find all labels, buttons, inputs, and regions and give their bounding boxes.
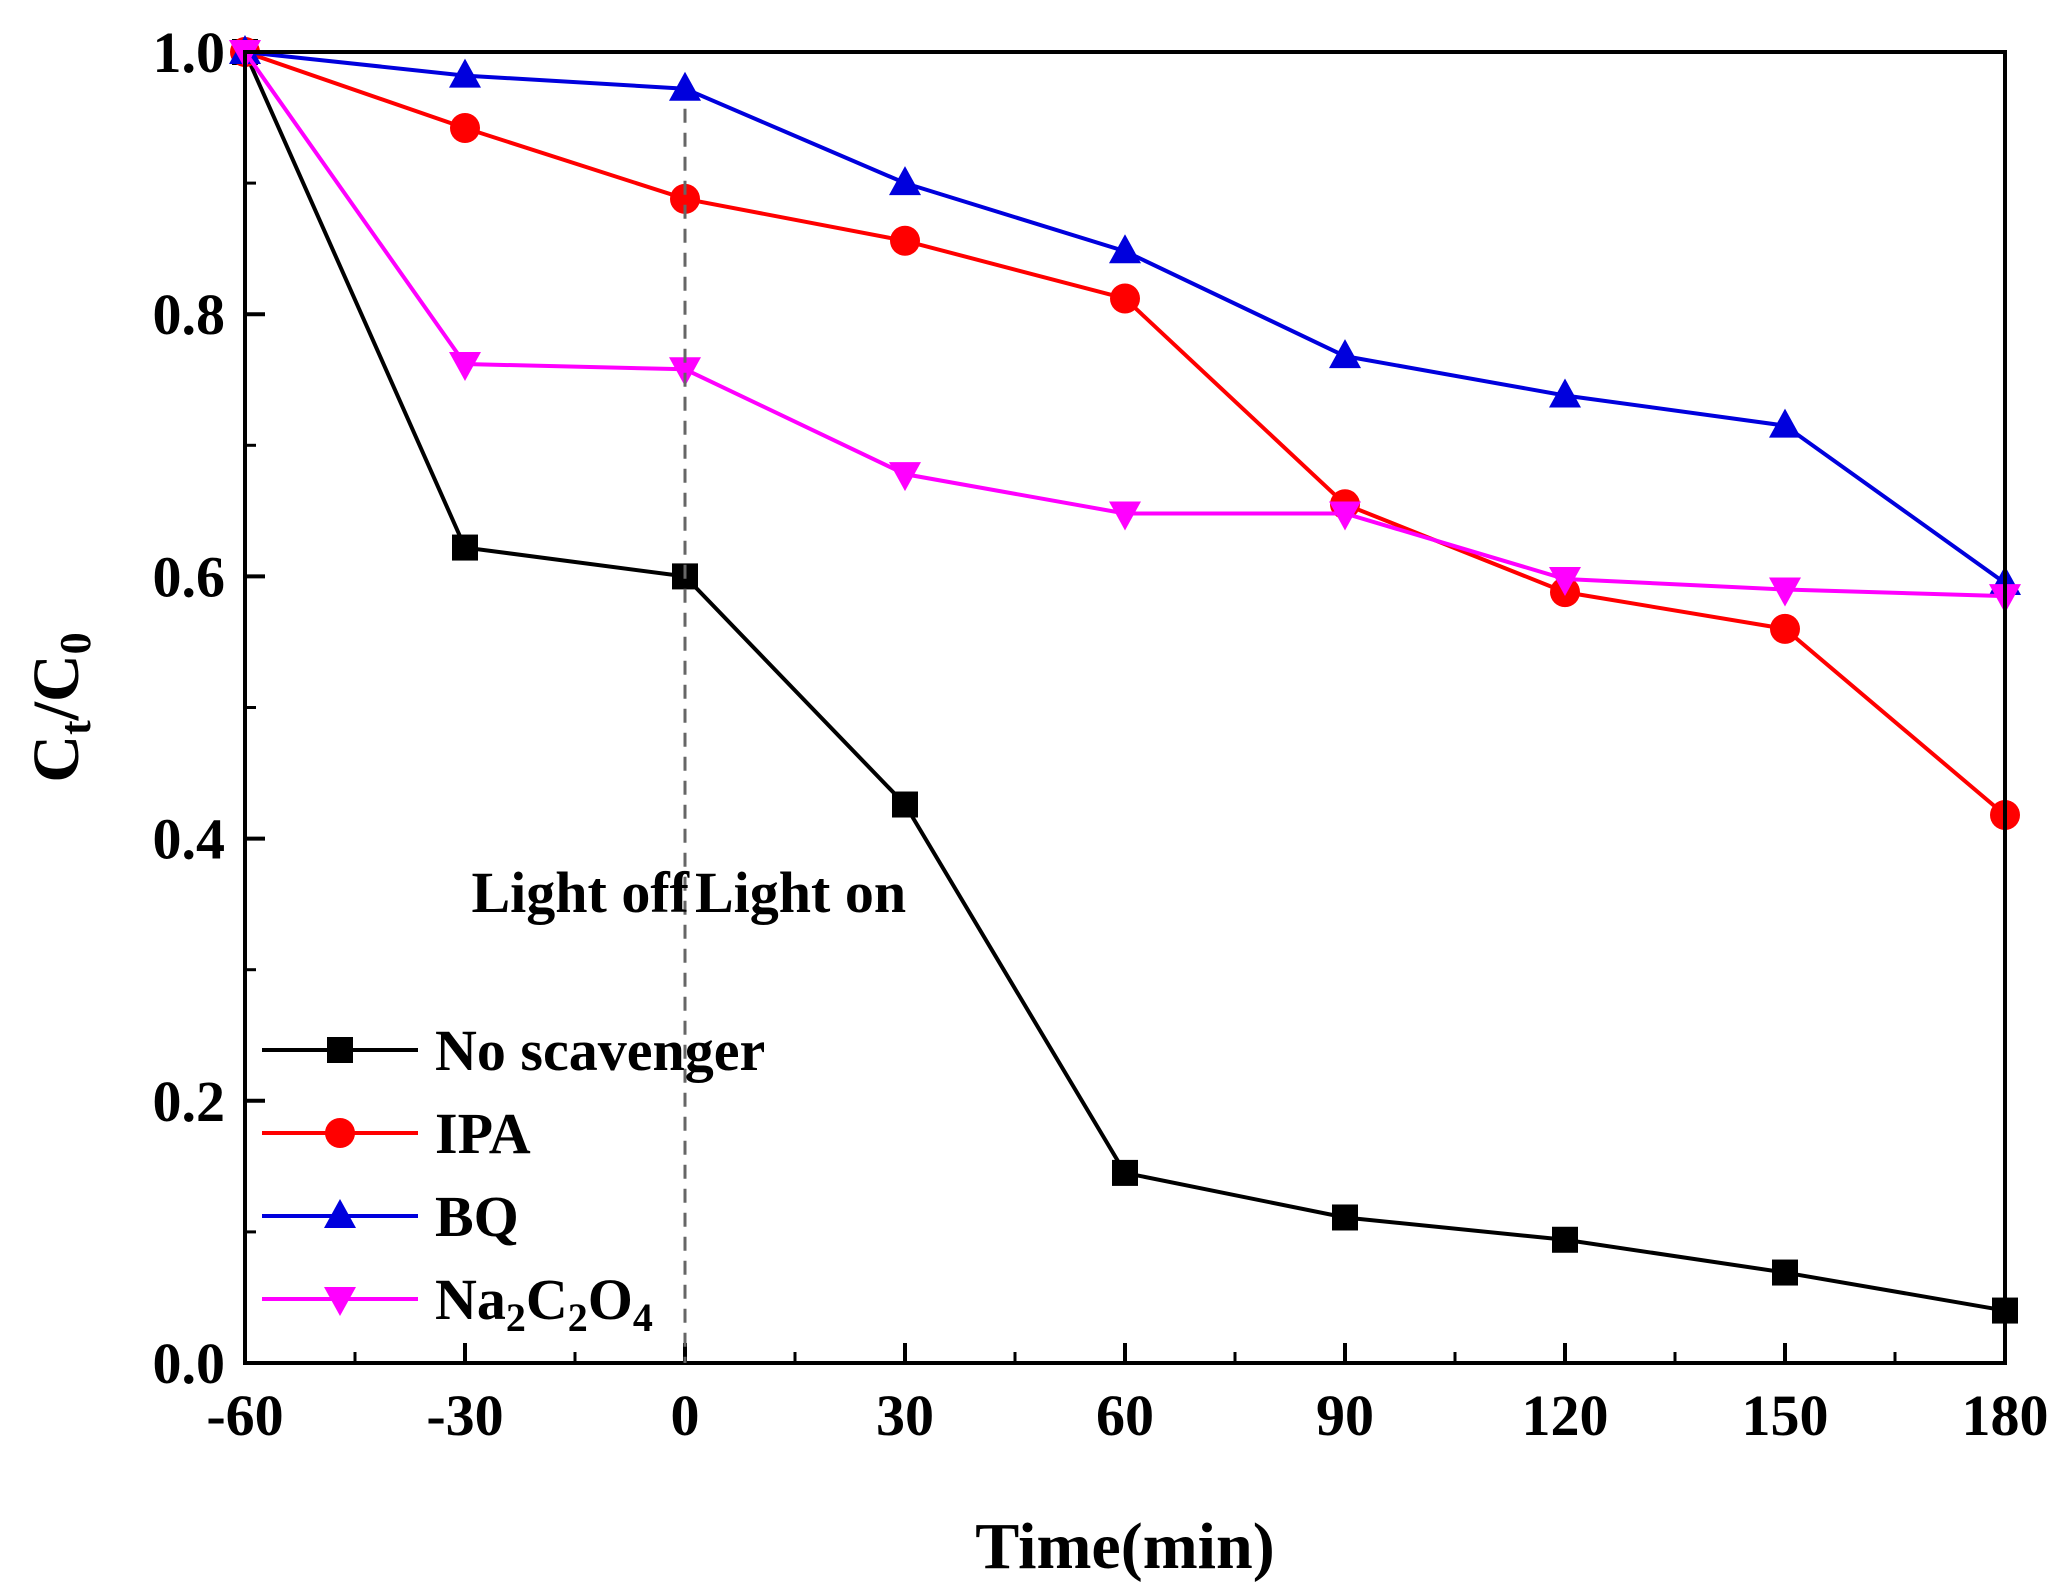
data-point <box>1109 501 1141 531</box>
series-0 <box>232 39 2018 1324</box>
data-point <box>1552 1226 1578 1253</box>
data-point <box>669 71 701 101</box>
series-line <box>244 50 2007 817</box>
series-3 <box>229 40 2021 614</box>
data-point <box>1770 613 1800 644</box>
x-tick-label: 180 <box>1962 1383 2049 1448</box>
x-tick-label: 120 <box>1522 1383 1609 1448</box>
y-tick-label: 0.0 <box>153 1331 226 1396</box>
legend-label-bq: BQ <box>435 1184 519 1249</box>
y-axis-title-c0: C <box>20 654 93 702</box>
y-axis: 0.0 0.2 0.4 0.6 0.8 1.0 <box>153 20 265 1396</box>
data-point <box>889 462 921 492</box>
series-1 <box>230 37 2020 831</box>
y-axis-title: Ct/C0 <box>20 632 100 782</box>
data-point <box>1109 234 1141 264</box>
legend-label-ipa: IPA <box>435 1101 531 1166</box>
data-point <box>890 225 920 256</box>
x-tick-label: -30 <box>426 1383 503 1448</box>
data-point <box>669 357 701 387</box>
data-point <box>449 58 481 88</box>
y-tick-label: 0.8 <box>153 282 226 347</box>
y-axis-title-c: C <box>20 735 93 783</box>
x-axis: -60 -30 0 30 60 90 120 150 180 <box>206 1343 2049 1448</box>
legend-marker <box>324 1199 356 1228</box>
data-point <box>449 352 481 382</box>
data-point <box>1769 408 1801 438</box>
x-axis-title: Time(min) <box>975 1510 1274 1583</box>
y-tick-label: 0.2 <box>153 1069 226 1134</box>
legend-label-na2c2o4: Na2C2O4 <box>435 1267 653 1340</box>
data-point <box>1549 378 1581 408</box>
y-axis-title-slash: / <box>20 700 93 721</box>
x-tick-label: 0 <box>671 1383 700 1448</box>
data-point <box>892 791 918 818</box>
data-point <box>450 113 480 144</box>
legend-marker <box>327 1037 353 1063</box>
y-axis-title-sub-0: 0 <box>51 632 100 654</box>
x-tick-label: 60 <box>1096 1383 1154 1448</box>
series-2 <box>229 35 2021 595</box>
x-tick-label: 90 <box>1316 1383 1374 1448</box>
data-point <box>452 534 478 561</box>
data-point <box>1772 1259 1798 1286</box>
legend-marker <box>325 1118 355 1148</box>
data-point <box>1332 1204 1358 1231</box>
x-tick-label: 150 <box>1742 1383 1829 1448</box>
y-tick-label: 1.0 <box>153 20 226 85</box>
legend-marker <box>324 1287 356 1316</box>
x-tick-label: 30 <box>876 1383 934 1448</box>
data-point <box>1769 577 1801 607</box>
light-off-label: Light off <box>472 860 690 925</box>
x-tick-label: -60 <box>206 1383 283 1448</box>
data-point <box>889 166 921 196</box>
data-point <box>670 183 700 214</box>
data-point <box>1329 501 1361 531</box>
y-tick-label: 0.6 <box>153 544 226 609</box>
data-point <box>1329 339 1361 369</box>
y-axis-title-sub-t: t <box>51 720 100 735</box>
data-point <box>1112 1159 1138 1186</box>
legend-label-no-scavenger: No scavenger <box>435 1018 765 1083</box>
data-point <box>1110 283 1140 314</box>
y-tick-label: 0.4 <box>153 807 226 872</box>
data-point <box>1549 567 1581 597</box>
legend: No scavenger IPA BQ Na2C2O4 <box>262 1018 765 1340</box>
plot-area <box>229 35 2021 1324</box>
light-on-label: Light on <box>695 860 906 925</box>
